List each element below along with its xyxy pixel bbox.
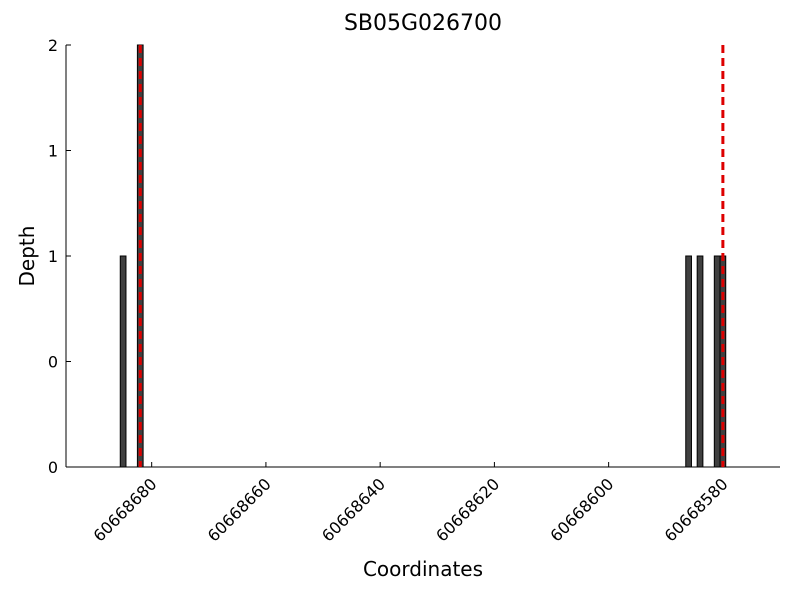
bar (685, 255, 692, 468)
y-tick-label: 0 (48, 353, 58, 372)
y-tick-label: 2 (48, 36, 58, 55)
bar (696, 255, 704, 468)
x-tick-label: 60668620 (432, 474, 503, 545)
bar (713, 255, 721, 468)
x-tick-label: 60668580 (661, 474, 732, 545)
x-tick-label: 60668600 (546, 474, 617, 545)
y-tick-label: 1 (48, 142, 58, 161)
x-tick-label: 60668680 (89, 474, 160, 545)
y-axis-label: Depth (15, 226, 39, 287)
y-tick-label: 0 (48, 458, 58, 477)
x-tick-label: 60668660 (204, 474, 275, 545)
chart-title: SB05G026700 (344, 11, 502, 36)
bar (119, 255, 127, 468)
x-tick-label: 60668640 (318, 474, 389, 545)
x-axis-label: Coordinates (363, 557, 483, 581)
y-tick-label: 1 (48, 247, 58, 266)
